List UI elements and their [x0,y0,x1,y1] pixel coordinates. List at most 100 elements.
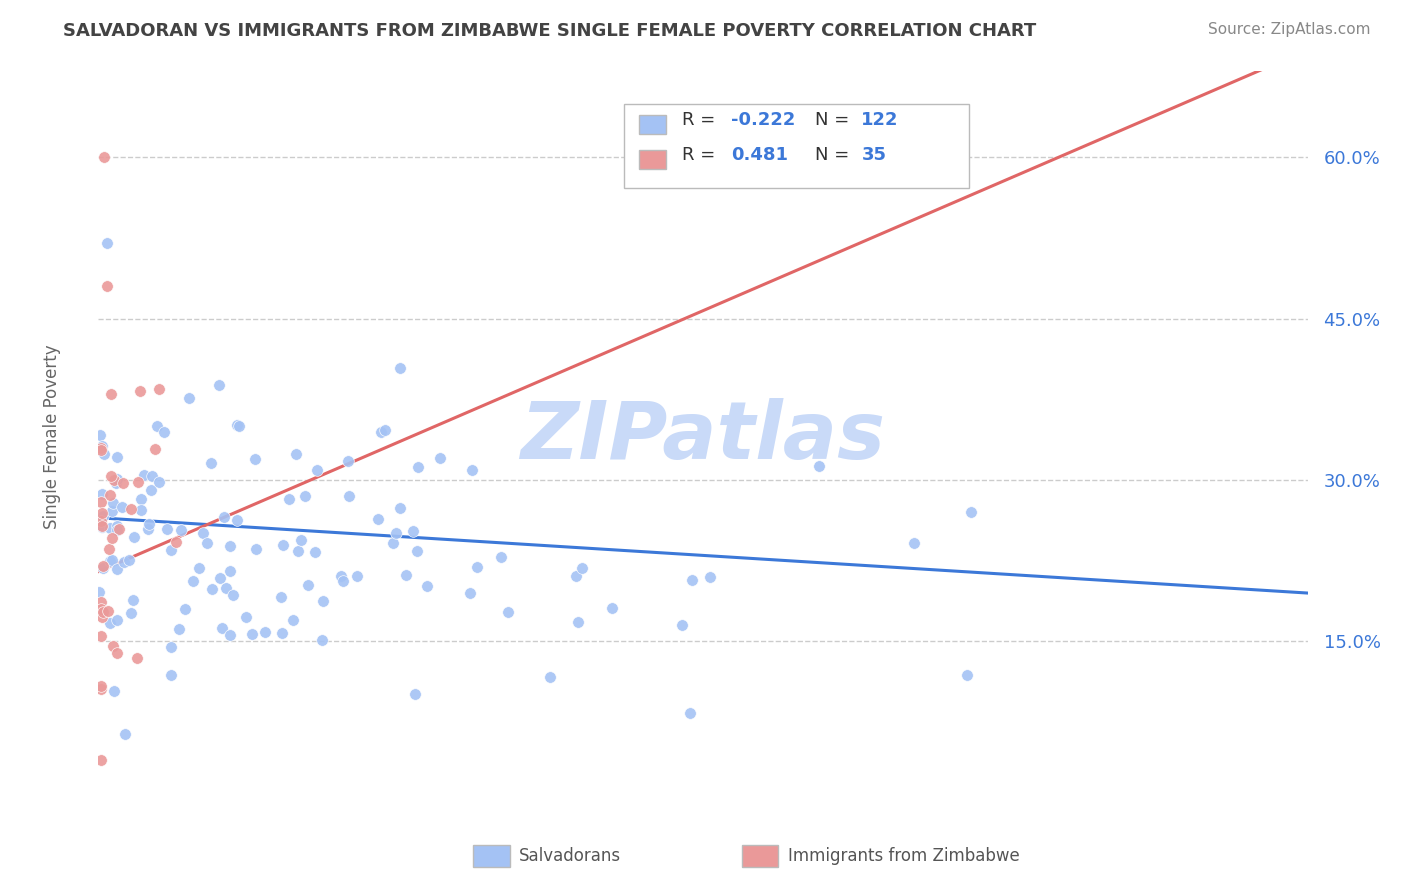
Point [90,610,112,624]
Text: ZIPatlas: ZIPatlas [520,398,886,476]
Text: SALVADORAN VS IMMIGRANTS FROM ZIMBABWE SINGLE FEMALE POVERTY CORRELATION CHART: SALVADORAN VS IMMIGRANTS FROM ZIMBABWE S… [63,22,1036,40]
Point [87,585,110,599]
Point [91,558,114,573]
Point [699,569,721,583]
Point [367,512,389,526]
Point [394,568,416,582]
FancyBboxPatch shape [638,150,665,169]
Point [124,530,146,544]
Point [100,468,122,483]
Point [129,491,152,506]
Point [219,564,242,578]
Point [211,621,233,635]
Text: R =: R = [682,112,721,129]
Point [112,475,135,490]
Point [226,417,249,432]
Point [671,618,693,632]
Point [129,384,152,398]
Point [101,532,124,546]
Point [465,560,488,574]
Point [404,687,426,701]
Point [681,574,703,588]
Point [416,579,439,593]
Point [165,535,187,549]
Text: -0.222: -0.222 [731,112,796,129]
Point [98,615,121,630]
Point [337,489,360,503]
Point [329,569,352,583]
Point [214,509,236,524]
Point [90,681,112,696]
Point [90,442,112,457]
Point [208,571,231,585]
Point [222,588,245,602]
Point [235,610,257,624]
Point [218,628,240,642]
Point [98,521,121,535]
Point [278,492,301,507]
Point [101,639,124,653]
Point [114,555,136,569]
Point [101,496,124,510]
Point [188,560,211,574]
Point [146,419,169,434]
Point [253,625,276,640]
Point [903,535,925,549]
Text: 122: 122 [862,112,898,129]
Point [271,538,294,552]
Point [104,476,127,491]
Point [93,447,115,461]
Point [297,578,319,592]
Point [195,536,218,550]
Point [90,439,112,453]
Point [225,513,247,527]
Point [287,543,309,558]
Point [105,646,128,660]
Point [960,505,983,519]
Point [121,502,143,516]
Point [156,522,179,536]
Point [103,684,125,698]
Point [105,472,128,486]
Point [270,625,292,640]
Point [120,606,142,620]
Point [90,487,112,501]
Point [179,392,201,406]
Point [208,378,231,392]
Point [90,514,112,528]
Point [105,450,128,464]
Point [200,456,222,470]
Point [127,475,149,490]
Point [346,569,368,583]
Point [139,483,162,497]
Point [489,549,512,564]
Text: Immigrants from Zimbabwe: Immigrants from Zimbabwe [787,847,1019,865]
Point [374,423,396,437]
Point [105,562,128,576]
Point [381,535,404,549]
Point [160,640,183,654]
Point [181,574,204,588]
Point [100,387,122,401]
Point [96,236,118,251]
FancyBboxPatch shape [624,104,969,188]
Point [105,519,128,533]
Point [111,500,134,514]
Point [90,595,112,609]
Point [332,574,354,588]
Point [385,525,408,540]
Point [91,519,114,533]
Point [304,545,326,559]
Point [538,670,561,684]
Point [240,627,263,641]
Point [600,601,623,615]
Text: Salvadorans: Salvadorans [519,847,621,865]
Point [90,753,112,767]
Point [98,542,121,557]
Point [370,425,392,439]
Point [567,615,589,629]
Point [90,629,112,643]
Point [218,539,240,553]
Point [565,569,588,583]
Point [93,150,115,164]
